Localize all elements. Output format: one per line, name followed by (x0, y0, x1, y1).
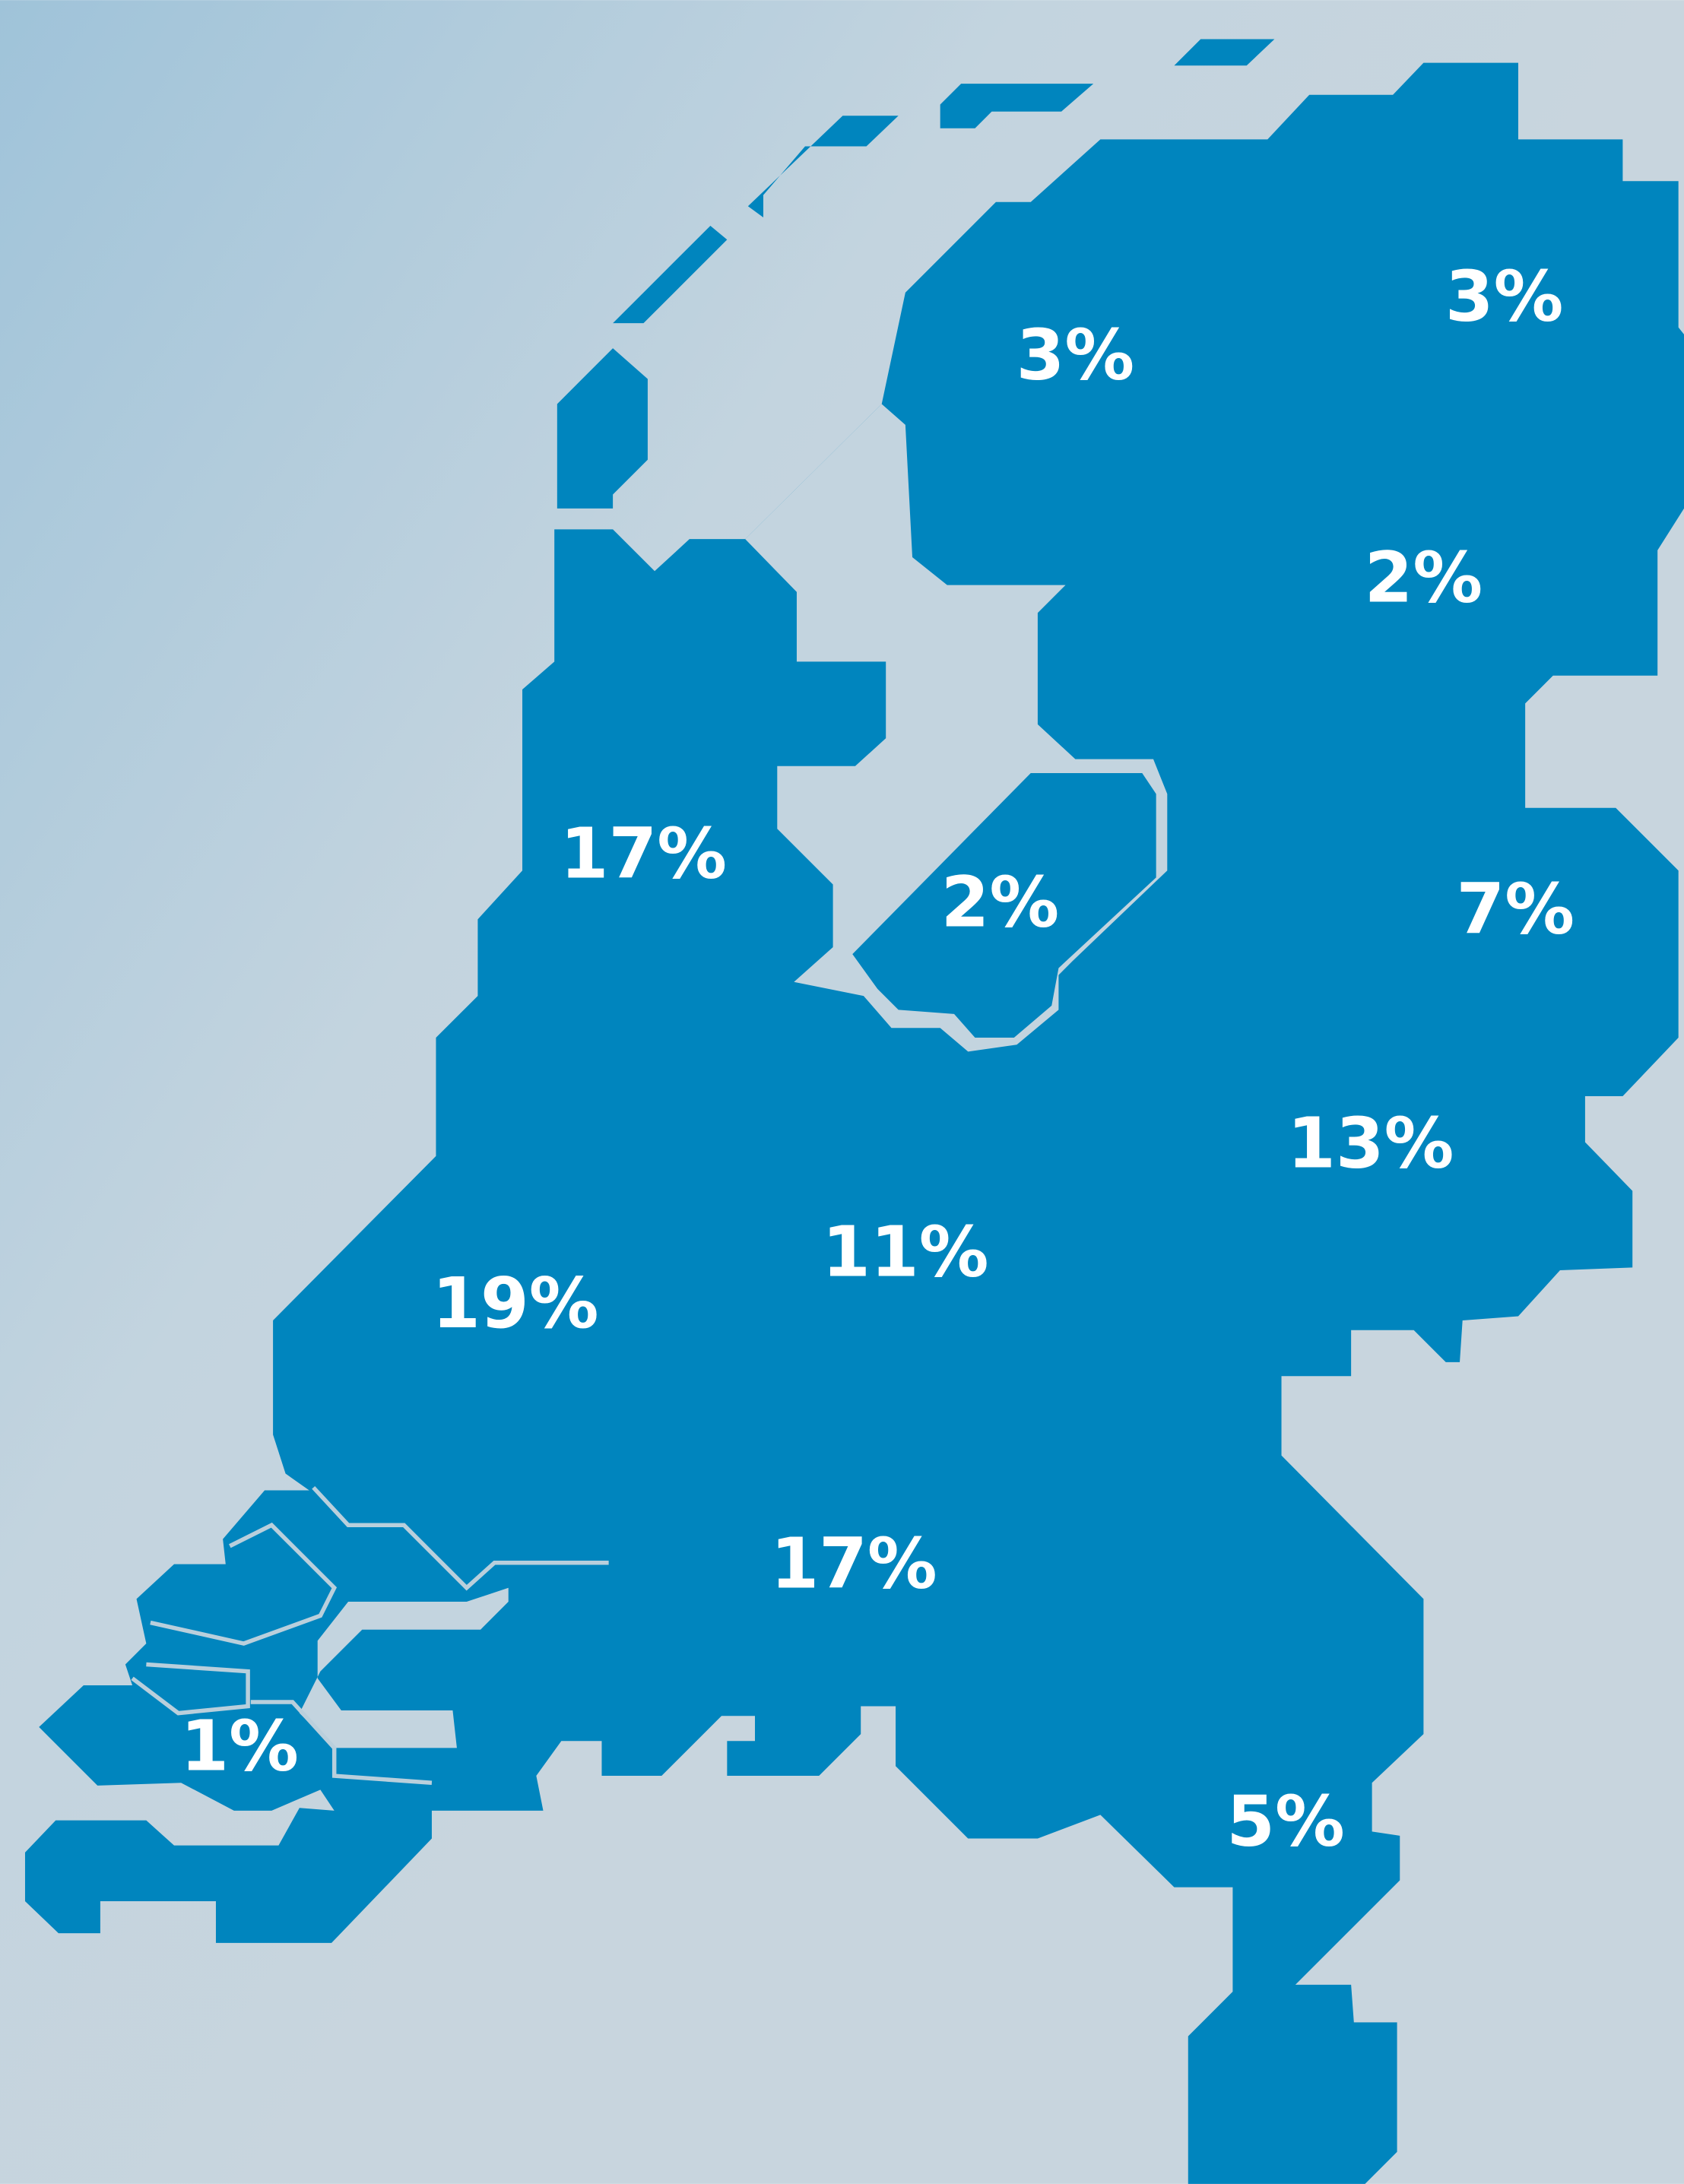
region-value-label: 13% (1287, 1102, 1454, 1184)
water-line (131, 1662, 250, 1716)
flevoland (852, 772, 1156, 1038)
island (747, 116, 899, 217)
region-value-label: 1% (180, 1706, 299, 1787)
region-value-label: 7% (1457, 869, 1575, 950)
zeeland-waters (131, 1485, 609, 1785)
region-value-label: 5% (1226, 1781, 1345, 1862)
water-line (250, 1700, 433, 1785)
region-value-label: 3% (1445, 256, 1564, 338)
island (613, 225, 728, 324)
region-value-label: 17% (560, 813, 727, 894)
island (1174, 39, 1275, 66)
island (940, 84, 1094, 128)
region-value-label: 2% (941, 861, 1060, 943)
region-value-label: 3% (1016, 314, 1135, 395)
water-line (312, 1485, 609, 1591)
water-line (150, 1522, 338, 1646)
mainland (24, 62, 1684, 2184)
region-value-label: 2% (1365, 537, 1483, 619)
island (557, 348, 648, 509)
region-value-label: 11% (822, 1211, 988, 1292)
region-value-label: 19% (432, 1263, 598, 1344)
wadden-islands (557, 39, 1275, 509)
region-value-label: 17% (770, 1523, 937, 1605)
labels: 3% 3% 2% 17% 2% 7% 13% 11% 19% 17% 1% 5% (180, 256, 1575, 1862)
water (299, 1587, 509, 1748)
